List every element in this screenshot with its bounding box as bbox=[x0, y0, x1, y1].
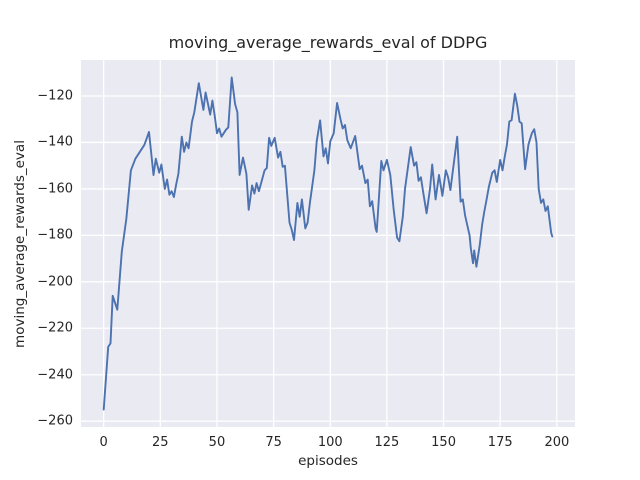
x-tick-label: 0 bbox=[99, 435, 108, 450]
y-tick-label: −140 bbox=[37, 134, 73, 150]
x-tick-label: 150 bbox=[431, 435, 456, 450]
y-tick-label: −240 bbox=[37, 367, 73, 383]
axes-panel bbox=[81, 60, 575, 427]
y-tick-label: −180 bbox=[37, 227, 73, 243]
y-tick-label: −160 bbox=[37, 181, 73, 197]
x-tick-label: 100 bbox=[317, 435, 343, 450]
x-tick-label: 75 bbox=[265, 435, 282, 450]
y-tick-label: −120 bbox=[37, 88, 73, 104]
reward-line bbox=[102, 76, 554, 411]
x-tick-label: 50 bbox=[208, 435, 226, 450]
y-tick-label: −220 bbox=[37, 320, 73, 336]
x-tick-label: 25 bbox=[152, 435, 169, 450]
x-tick-label: 200 bbox=[544, 435, 570, 450]
x-axis-label: episodes bbox=[298, 453, 358, 469]
y-tick-label: −200 bbox=[37, 274, 73, 290]
x-tick-label: 125 bbox=[374, 435, 400, 450]
y-tick-label: −260 bbox=[37, 413, 73, 429]
chart-title: moving_average_rewards_eval of DDPG bbox=[168, 33, 488, 52]
x-tick-label: 175 bbox=[487, 435, 513, 450]
